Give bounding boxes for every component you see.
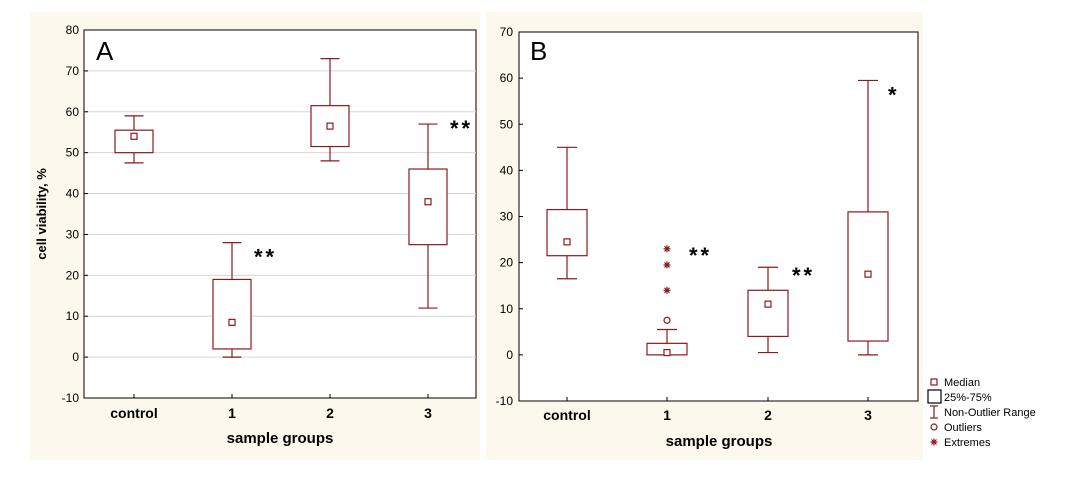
panel-a-significance-label: ** <box>254 245 277 270</box>
panel-a-box <box>212 278 252 350</box>
panel-b-y-tick-label: 20 <box>500 256 514 270</box>
panel-b-significance-label: ** <box>689 243 712 268</box>
panel-a-y-tick-label: -10 <box>62 391 80 405</box>
panel-a-box <box>114 129 154 154</box>
panel-a-significance-label: ** <box>450 116 473 141</box>
panel-b-x-axis: control 1 2 3 <box>543 397 872 423</box>
panel-b-extreme-marker <box>663 286 671 294</box>
panel-b-extreme-marker <box>663 261 671 269</box>
panel-b-x-tick-label: 3 <box>864 407 872 423</box>
panel-a-x-tick-label: control <box>110 405 157 421</box>
panel-a-box <box>408 168 448 246</box>
legend-box-symbol <box>927 389 942 404</box>
panel-b-median-marker <box>764 300 772 308</box>
panel-b-median-marker <box>563 238 571 246</box>
panel-b-significance-label: * <box>888 82 900 107</box>
legend: Median 25%-75% Non-Outlier Range Outliers Ex… <box>927 377 1036 449</box>
panel-a-x-tick-label: 3 <box>424 405 432 421</box>
panel-a-y-tick-label: 60 <box>66 105 80 119</box>
legend-item: Extremes <box>930 437 991 449</box>
panel-a-x-axis-title: sample groups <box>227 430 334 447</box>
panel-a: -10 0 10 20 30 40 50 60 70 80 control 1 2 3 ** ** A s… <box>34 23 477 447</box>
panel-a-x-tick-label: 1 <box>228 405 236 421</box>
panel-a-y-tick-label: 80 <box>66 23 80 37</box>
panel-b-median-marker <box>864 270 872 278</box>
panel-a-y-tick-label: 70 <box>66 64 80 78</box>
panel-a-median-marker <box>326 122 334 130</box>
panel-b-y-tick-label: 60 <box>500 71 514 85</box>
panel-b-y-tick-label: 0 <box>506 348 513 362</box>
legend-item: Outliers <box>930 422 982 434</box>
panel-a-y-tick-label: 20 <box>66 268 80 282</box>
legend-label: Median <box>944 377 980 389</box>
legend-label: Extremes <box>944 437 991 449</box>
panel-b-median-marker <box>663 348 671 357</box>
legend-item: 25%-75% <box>927 389 992 404</box>
panel-b-x-tick-label: control <box>543 407 590 423</box>
legend-outlier-symbol <box>930 423 938 431</box>
legend-item: Non-Outlier Range <box>930 405 1036 419</box>
panel-b-extreme-marker <box>663 245 671 253</box>
panel-b-y-tick-label: 30 <box>500 210 514 224</box>
panel-b-y-tick-label: 40 <box>500 163 514 177</box>
panel-a-y-tick-label: 50 <box>66 146 80 160</box>
panel-b-x-tick-label: 2 <box>764 407 772 423</box>
panel-a-y-axis-title: cell viability, % <box>34 168 49 260</box>
panel-b-y-tick-label: 50 <box>500 117 514 131</box>
panel-a-y-tick-label: 10 <box>66 309 80 323</box>
panel-b-box <box>546 208 588 257</box>
panel-b-outlier-marker <box>663 316 671 324</box>
panel-a-y-axis: -10 0 10 20 30 40 50 60 70 80 <box>62 23 88 405</box>
panel-b-y-tick-label: 70 <box>500 25 514 39</box>
panel-a-median-marker <box>424 198 432 206</box>
panel-a-x-tick-label: 2 <box>326 405 334 421</box>
legend-median-symbol <box>930 378 938 386</box>
panel-b-significance-label: ** <box>792 263 815 288</box>
panel-b-label: B <box>530 36 547 66</box>
panel-b-y-tick-label: 10 <box>500 302 514 316</box>
panel-a-y-tick-label: 30 <box>66 227 80 241</box>
panel-a-y-tick-label: 0 <box>72 350 79 364</box>
panel-a-label: A <box>96 36 114 66</box>
panel-a-median-marker <box>130 132 138 140</box>
legend-label: Non-Outlier Range <box>944 407 1036 419</box>
panel-b-y-tick-label: -10 <box>496 394 514 408</box>
panel-b-y-axis: -10 0 10 20 30 40 50 60 70 <box>496 25 523 408</box>
panel-a-y-tick-label: 40 <box>66 187 80 201</box>
legend-item: Median <box>930 377 980 389</box>
panel-a-boxes: ** ** <box>114 58 473 358</box>
legend-label: Outliers <box>944 422 982 434</box>
panel-a-box <box>310 105 350 148</box>
panel-b-x-tick-label: 1 <box>663 407 671 423</box>
legend-label: 25%-75% <box>944 392 992 404</box>
panel-b-box <box>747 289 789 338</box>
panel-a-grid <box>84 70 476 358</box>
panel-a-x-axis: control 1 2 3 <box>110 394 432 421</box>
panel-b-x-axis-title: sample groups <box>666 433 773 450</box>
panel-a-median-marker <box>228 318 236 326</box>
panel-b-boxes: ***** <box>546 79 900 357</box>
legend-extreme-symbol <box>930 438 938 446</box>
